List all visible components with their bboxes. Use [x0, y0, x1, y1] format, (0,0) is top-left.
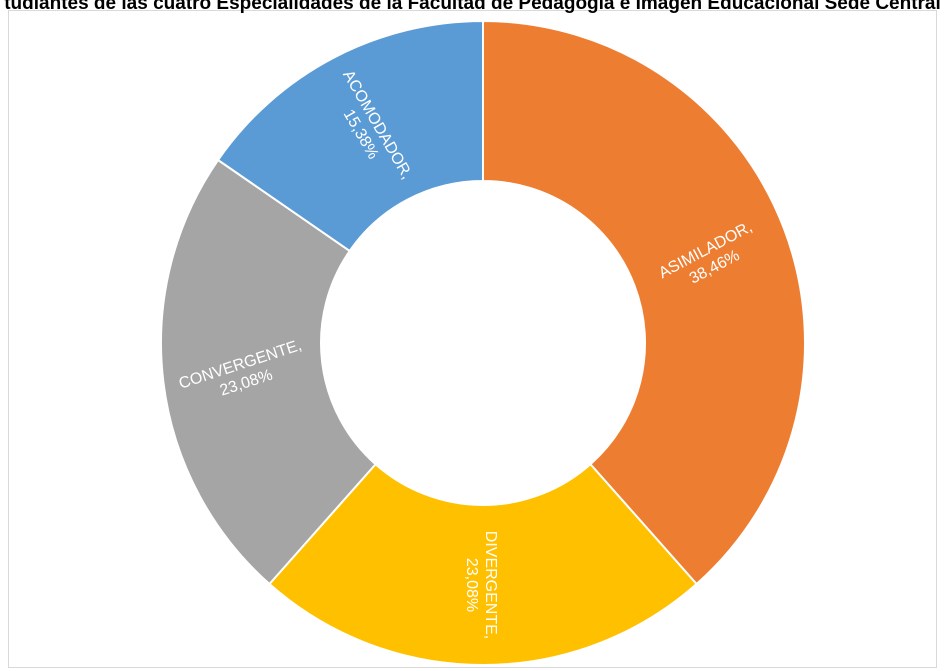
slice-acomodador	[216, 19, 484, 253]
slice-asimilador	[482, 19, 806, 586]
chart-frame	[8, 10, 937, 668]
chart-title: tudiantes de las cuatro Especialidades d…	[4, 0, 941, 14]
slice-divergente	[268, 462, 698, 667]
data-label-divergente: DIVERGENTE,23,08%	[463, 531, 499, 639]
slice-convergente	[160, 158, 377, 586]
chart-slices	[160, 19, 806, 667]
